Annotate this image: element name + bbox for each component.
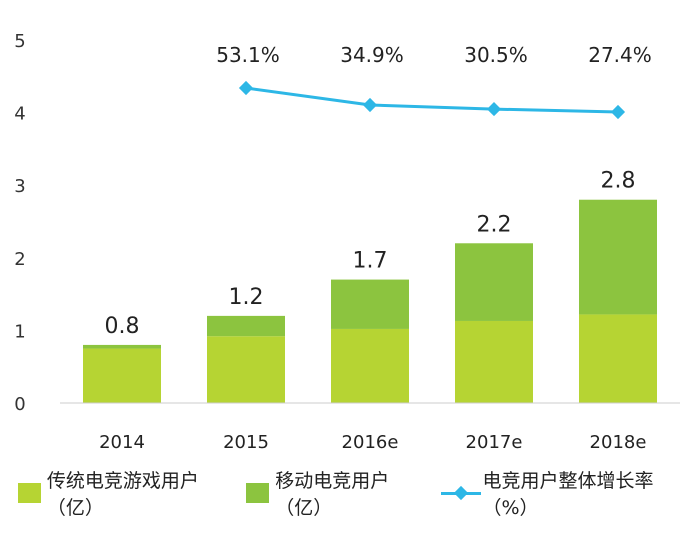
legend-label-growth: 电竞用户整体增长率（%）	[482, 470, 654, 519]
legend-swatch-mobile	[246, 483, 270, 503]
legend: 传统电竞游戏用户（亿） 移动电竞用户（亿） 电竞用户整体增长率（%）	[18, 470, 698, 519]
bar-total-label: 0.8	[105, 314, 140, 339]
bar-segment-traditional	[455, 320, 533, 403]
legend-item-growth: 电竞用户整体增长率（%）	[441, 466, 682, 520]
legend-item-traditional: 传统电竞游戏用户（亿）	[18, 466, 230, 520]
growth-rate-label: 27.4%	[588, 43, 652, 67]
bar-total-label: 1.2	[229, 285, 264, 310]
bar-segment-mobile	[579, 199, 657, 315]
x-tick-label: 2015	[223, 432, 269, 453]
bar-segment-mobile	[455, 243, 533, 321]
growth-point	[362, 97, 378, 113]
y-tick-label: 5	[14, 31, 25, 52]
growth-rate-line: 53.1% 34.9% 30.5% 27.4%	[216, 43, 652, 120]
y-tick-label: 2	[14, 249, 25, 270]
chart-area: 0 1 2 3 4 5 2014 2015 2016e 2017e 2018e 0.8 1.2 1.7…	[14, 31, 680, 453]
bar-segment-traditional	[207, 336, 285, 403]
bar-segment-mobile	[331, 279, 409, 329]
legend-item-mobile: 移动电竞用户（亿）	[246, 466, 425, 520]
bar-total-labels: 0.8 1.2 1.7 2.2 2.8	[105, 169, 636, 339]
x-tick-label: 2017e	[466, 432, 523, 453]
y-tick-label: 3	[14, 176, 25, 197]
x-tick-label: 2018e	[590, 432, 647, 453]
growth-point	[238, 80, 254, 96]
growth-rate-label: 53.1%	[216, 43, 280, 67]
bar-total-label: 2.2	[477, 212, 512, 237]
legend-swatch-growth	[441, 483, 482, 503]
bars	[83, 199, 657, 403]
growth-point	[610, 104, 626, 120]
legend-label-mobile: 移动电竞用户（亿）	[275, 470, 390, 519]
bar-total-label: 1.7	[353, 249, 388, 274]
y-tick-label: 4	[14, 104, 25, 125]
bar-segment-traditional	[83, 348, 161, 403]
legend-label-traditional: 传统电竞游戏用户（亿）	[46, 470, 199, 519]
growth-line	[245, 86, 619, 114]
y-tick-label: 0	[14, 394, 25, 415]
legend-swatch-traditional	[18, 483, 41, 503]
x-tick-label: 2016e	[342, 432, 399, 453]
growth-rate-label: 30.5%	[464, 43, 528, 67]
bar-segment-traditional	[579, 314, 657, 403]
bar-segment-traditional	[331, 328, 409, 403]
bar-total-label: 2.8	[601, 169, 636, 194]
growth-rate-label: 34.9%	[340, 43, 404, 67]
y-axis-ticks: 0 1 2 3 4 5	[14, 31, 25, 415]
growth-point	[486, 102, 502, 117]
x-axis-ticks: 2014 2015 2016e 2017e 2018e	[99, 432, 646, 453]
y-tick-label: 1	[14, 321, 25, 342]
bar-segment-mobile	[83, 344, 161, 349]
bar-segment-mobile	[207, 315, 285, 337]
x-tick-label: 2014	[99, 432, 145, 453]
